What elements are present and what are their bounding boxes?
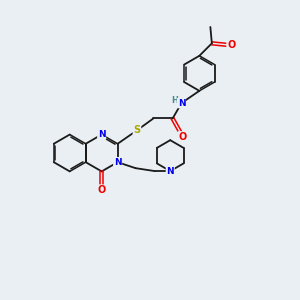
Text: O: O bbox=[227, 40, 235, 50]
Text: S: S bbox=[134, 125, 140, 135]
Text: O: O bbox=[178, 132, 187, 142]
Text: N: N bbox=[114, 158, 122, 167]
Text: N: N bbox=[98, 130, 106, 139]
Text: H: H bbox=[172, 96, 178, 105]
Text: O: O bbox=[98, 185, 106, 195]
Text: N: N bbox=[178, 98, 185, 107]
Text: N: N bbox=[167, 167, 174, 176]
